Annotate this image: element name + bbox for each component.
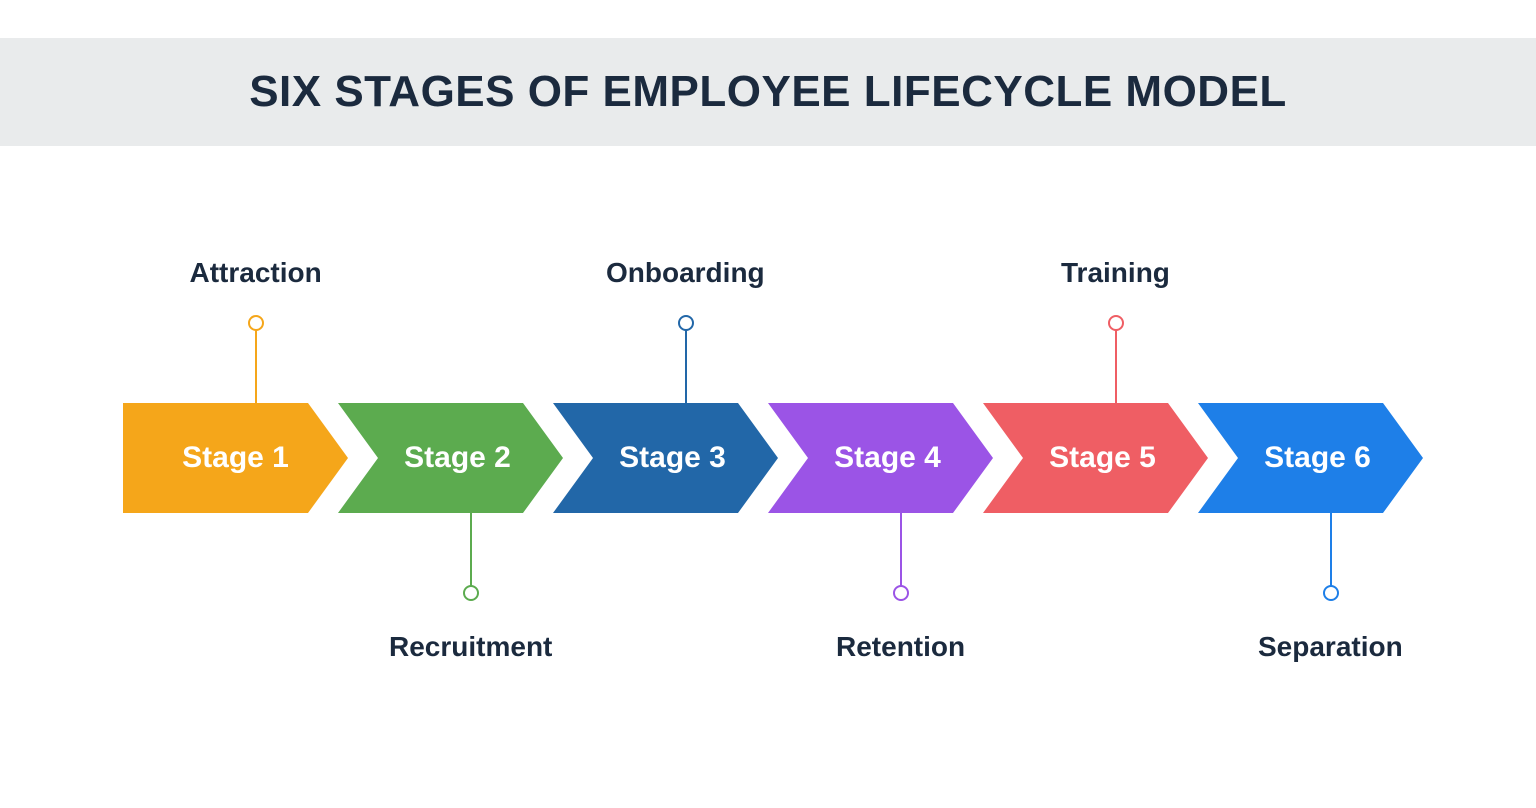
- stage-1: Stage 1: [123, 403, 348, 513]
- connector-1-dot: [248, 315, 264, 331]
- title-text: SIX STAGES OF EMPLOYEE LIFECYCLE MODEL: [249, 67, 1287, 117]
- connector-6-dot: [1323, 585, 1339, 601]
- connector-5-dot: [1108, 315, 1124, 331]
- connector-4-dot: [893, 585, 909, 601]
- diagram-canvas: SIX STAGES OF EMPLOYEE LIFECYCLE MODEL S…: [0, 0, 1536, 808]
- stage-4: Stage 4: [768, 403, 993, 513]
- stage-2-name: Recruitment: [389, 631, 552, 663]
- stage-5: Stage 5: [983, 403, 1208, 513]
- stage-3-name: Onboarding: [606, 257, 765, 289]
- stage-1-name: Attraction: [190, 257, 322, 289]
- stage-3: Stage 3: [553, 403, 778, 513]
- stage-2: Stage 2: [338, 403, 563, 513]
- stage-5-name: Training: [1061, 257, 1170, 289]
- title-bar: SIX STAGES OF EMPLOYEE LIFECYCLE MODEL: [0, 38, 1536, 146]
- connector-3-dot: [678, 315, 694, 331]
- stage-6-name: Separation: [1258, 631, 1403, 663]
- stage-4-name: Retention: [836, 631, 965, 663]
- stage-6: Stage 6: [1198, 403, 1423, 513]
- connector-2-dot: [463, 585, 479, 601]
